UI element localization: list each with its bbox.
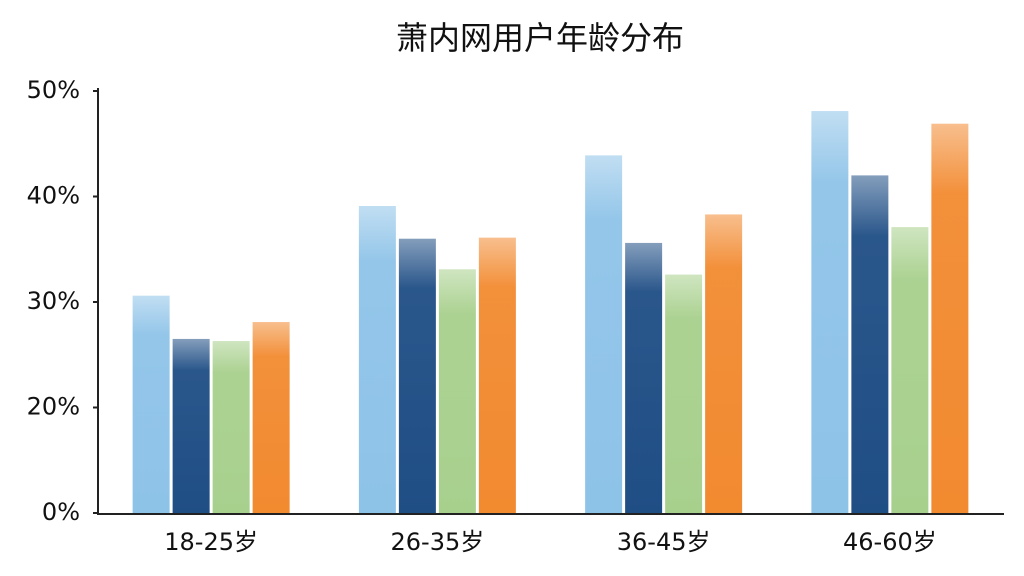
y-tick-label: 30% [27,287,80,315]
bar [891,227,929,513]
bar [252,322,290,513]
y-tick-label: 50% [27,76,80,104]
bar [811,111,849,514]
x-tick-label: 26-35岁 [391,528,485,556]
bar [585,155,623,514]
bar [478,237,516,513]
bar [358,205,396,513]
bar [438,269,476,513]
bar [665,274,703,513]
x-tick-label: 18-25岁 [164,528,258,556]
x-tick-label: 46-60岁 [843,528,937,556]
bar [931,123,969,513]
y-tick-label: 40% [27,182,80,210]
x-tick-label: 36-45岁 [617,528,711,556]
bar [851,175,889,513]
y-tick-label: 20% [27,393,80,421]
bar [132,295,170,513]
bar [705,214,743,513]
chart-title: 萧内网用户年龄分布 [396,19,684,57]
bar [625,242,663,514]
bar [398,238,436,513]
bar [212,341,250,513]
bar [172,338,210,513]
y-tick-label: 0% [42,498,80,526]
